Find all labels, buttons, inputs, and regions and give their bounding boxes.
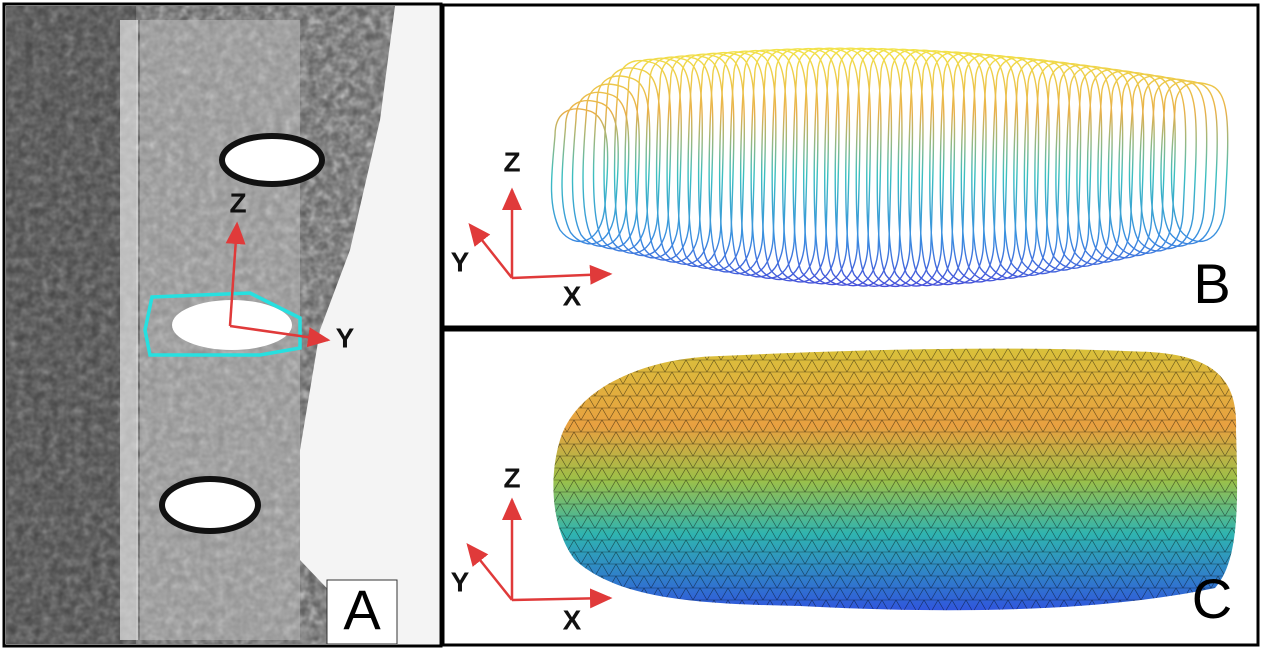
panel-label: A <box>343 578 381 641</box>
axis-label: X <box>563 280 582 311</box>
axis-label: X <box>563 604 582 635</box>
axis-label: Y <box>336 322 355 353</box>
panel-label: B <box>1193 252 1230 315</box>
axis-label: Y <box>451 566 470 597</box>
axis-label: Z <box>503 462 520 493</box>
axis-label: Y <box>451 246 470 277</box>
mri-panel: Z Y A <box>6 6 440 644</box>
axis-label: Z <box>503 146 520 177</box>
wireframe-panel <box>443 5 1258 327</box>
mesh-lines <box>553 349 1237 611</box>
panel-label: C <box>1192 567 1232 630</box>
axis-label: Z <box>229 187 246 218</box>
figure: Z Y A Z Y X B Z Y X C <box>0 0 1263 650</box>
